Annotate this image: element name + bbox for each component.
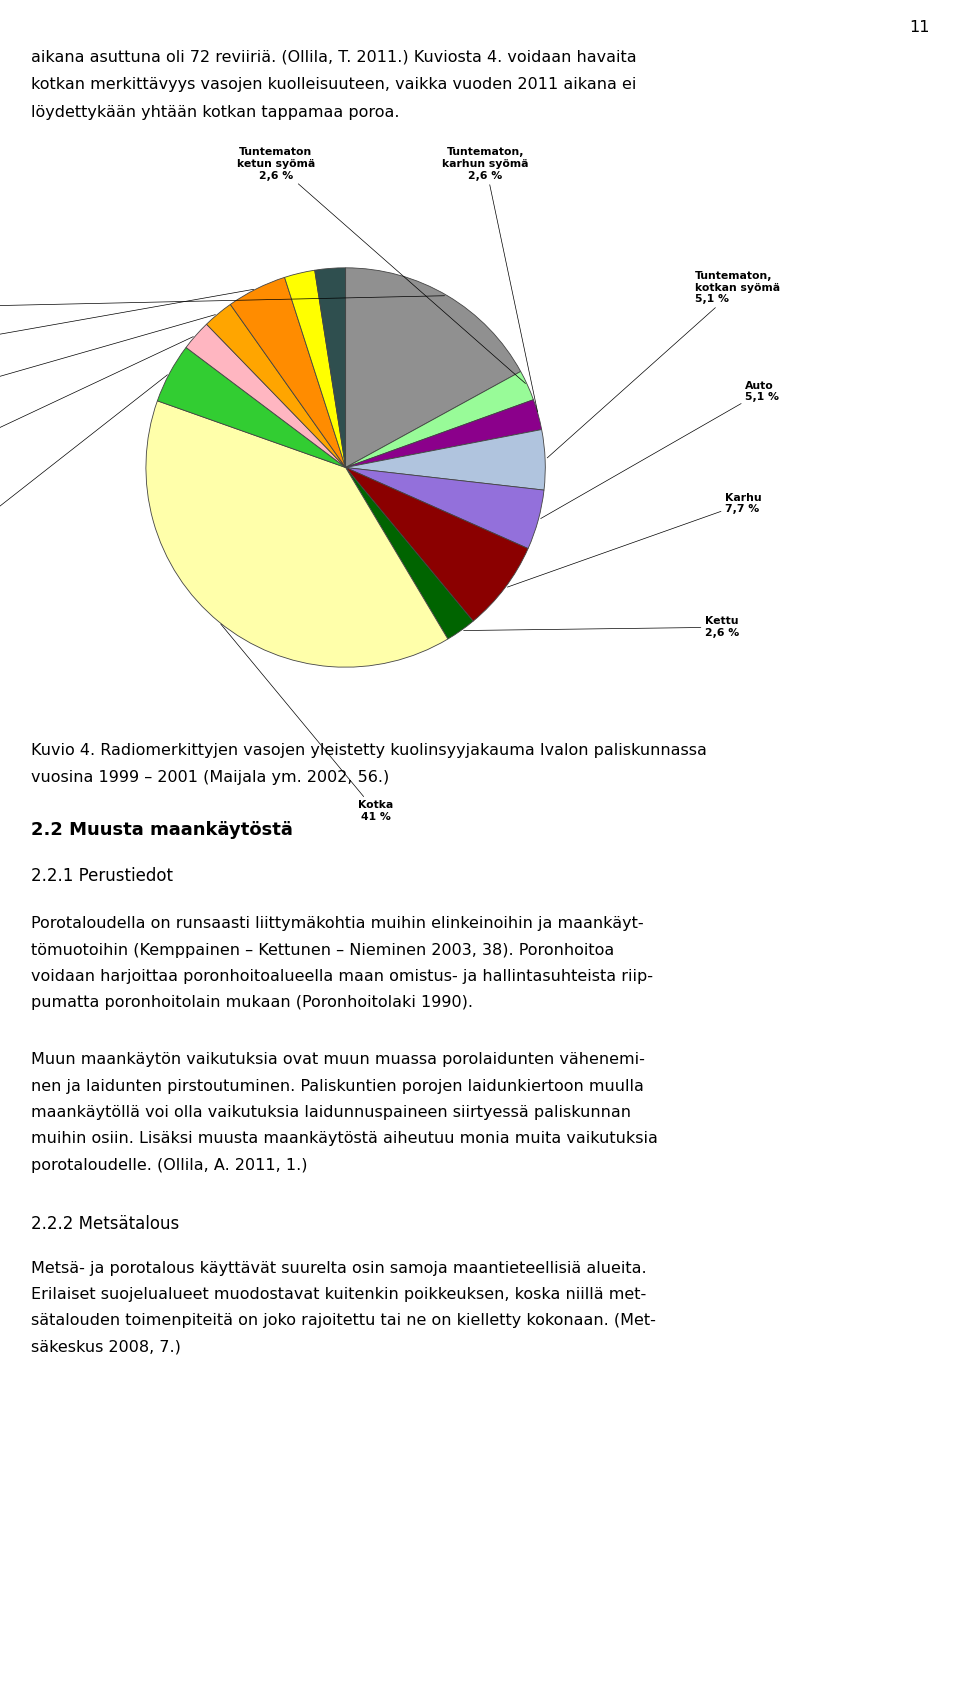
Text: tömuotoihin (Kemppainen – Kettunen – Nieminen 2003, 38). Poronhoitoa: tömuotoihin (Kemppainen – Kettunen – Nie…: [31, 942, 614, 957]
Wedge shape: [146, 401, 448, 666]
Text: 2.2 Muusta maankäytöstä: 2.2 Muusta maankäytöstä: [31, 821, 293, 840]
Text: Porotaloudella on runsaasti liittymäkohtia muihin elinkeinoihin ja maankäyt-: Porotaloudella on runsaasti liittymäkoht…: [31, 916, 643, 932]
Text: säkeskus 2008, 7.): säkeskus 2008, 7.): [31, 1340, 180, 1355]
Text: maankäytöllä voi olla vaikutuksia laidunnuspaineen siirtyessä paliskunnan: maankäytöllä voi olla vaikutuksia laidun…: [31, 1105, 631, 1120]
Text: Tuntematon,
karhun syömä
2,6 %: Tuntematon, karhun syömä 2,6 %: [443, 148, 538, 411]
Wedge shape: [346, 269, 520, 468]
Wedge shape: [230, 277, 346, 468]
Text: Auto
5,1 %: Auto 5,1 %: [540, 381, 779, 518]
Text: voidaan harjoittaa poronhoitoalueella maan omistus- ja hallintasuhteista riip-: voidaan harjoittaa poronhoitoalueella ma…: [31, 969, 653, 984]
Text: Nääntyminen /
vasanmerkintä
2,6 %: Nääntyminen / vasanmerkintä 2,6 %: [0, 337, 193, 500]
Text: muihin osiin. Lisäksi muusta maankäytöstä aiheutuu monia muita vaikutuksia: muihin osiin. Lisäksi muusta maankäytöst…: [31, 1132, 658, 1146]
Text: Kylmettyminen,
pienikokoinen
5,1 %: Kylmettyminen, pienikokoinen 5,1 %: [0, 374, 167, 634]
Text: Kuvio 4. Radiomerkittyjen vasojen yleistetty kuolinsyyjakauma Ivalon paliskunnas: Kuvio 4. Radiomerkittyjen vasojen yleist…: [31, 743, 707, 758]
Text: Tuntematon,
kotkan syömä
5,1 %: Tuntematon, kotkan syömä 5,1 %: [547, 272, 780, 457]
Text: porotaloudelle. (Ollila, A. 2011, 1.): porotaloudelle. (Ollila, A. 2011, 1.): [31, 1158, 307, 1173]
Wedge shape: [346, 468, 544, 549]
Wedge shape: [346, 400, 541, 468]
Text: 11: 11: [909, 20, 929, 34]
Text: Tuntematon
ketun syömä
2,6 %: Tuntematon ketun syömä 2,6 %: [236, 148, 525, 384]
Wedge shape: [346, 468, 473, 639]
Wedge shape: [346, 430, 545, 490]
Wedge shape: [346, 468, 528, 620]
Text: pumatta poronhoitolain mukaan (Poronhoitolaki 1990).: pumatta poronhoitolain mukaan (Poronhoit…: [31, 996, 472, 1010]
Text: Tapaturma
5,1 %: Tapaturma 5,1 %: [0, 289, 253, 359]
Text: 2.2.1 Perustiedot: 2.2.1 Perustiedot: [31, 867, 173, 886]
Text: 2.2.2 Metsätalous: 2.2.2 Metsätalous: [31, 1216, 179, 1232]
Text: sätalouden toimenpiteitä on joko rajoitettu tai ne on kielletty kokonaan. (Met-: sätalouden toimenpiteitä on joko rajoite…: [31, 1314, 656, 1328]
Text: vuosina 1999 – 2001 (Maijala ym. 2002, 56.): vuosina 1999 – 2001 (Maijala ym. 2002, 5…: [31, 770, 389, 785]
Wedge shape: [315, 269, 346, 468]
Text: aikana asuttuna oli 72 reviiriä. (Ollila, T. 2011.) Kuviosta 4. voidaan havaita: aikana asuttuna oli 72 reviiriä. (Ollila…: [31, 49, 636, 65]
Text: Stressi /
vasanmerkintä
2,6 %: Stressi / vasanmerkintä 2,6 %: [0, 314, 215, 425]
Text: nen ja laidunten pirstoutuminen. Paliskuntien porojen laidunkiertoon muulla: nen ja laidunten pirstoutuminen. Palisku…: [31, 1080, 643, 1093]
Text: Erilaiset suojelualueet muodostavat kuitenkin poikkeuksen, koska niillä met-: Erilaiset suojelualueet muodostavat kuit…: [31, 1287, 646, 1302]
Text: löydettykään yhtään kotkan tappamaa poroa.: löydettykään yhtään kotkan tappamaa poro…: [31, 105, 399, 121]
Wedge shape: [346, 372, 534, 468]
Text: kotkan merkittävyys vasojen kuolleisuuteen, vaikka vuoden 2011 aikana ei: kotkan merkittävyys vasojen kuolleisuute…: [31, 76, 636, 92]
Wedge shape: [186, 325, 346, 468]
Text: Karhu
7,7 %: Karhu 7,7 %: [508, 493, 761, 586]
Wedge shape: [157, 347, 346, 468]
Text: Muun maankäytön vaikutuksia ovat muun muassa porolaidunten vähenemi-: Muun maankäytön vaikutuksia ovat muun mu…: [31, 1052, 644, 1068]
Text: Metsä- ja porotalous käyttävät suurelta osin samoja maantieteellisiä alueita.: Metsä- ja porotalous käyttävät suurelta …: [31, 1261, 646, 1275]
Wedge shape: [284, 270, 346, 468]
Wedge shape: [206, 304, 346, 468]
Text: Tuntematon
17,9 %: Tuntematon 17,9 %: [0, 296, 444, 318]
Text: Kotka
41 %: Kotka 41 %: [221, 624, 394, 821]
Text: Kettu
2,6 %: Kettu 2,6 %: [464, 617, 739, 638]
